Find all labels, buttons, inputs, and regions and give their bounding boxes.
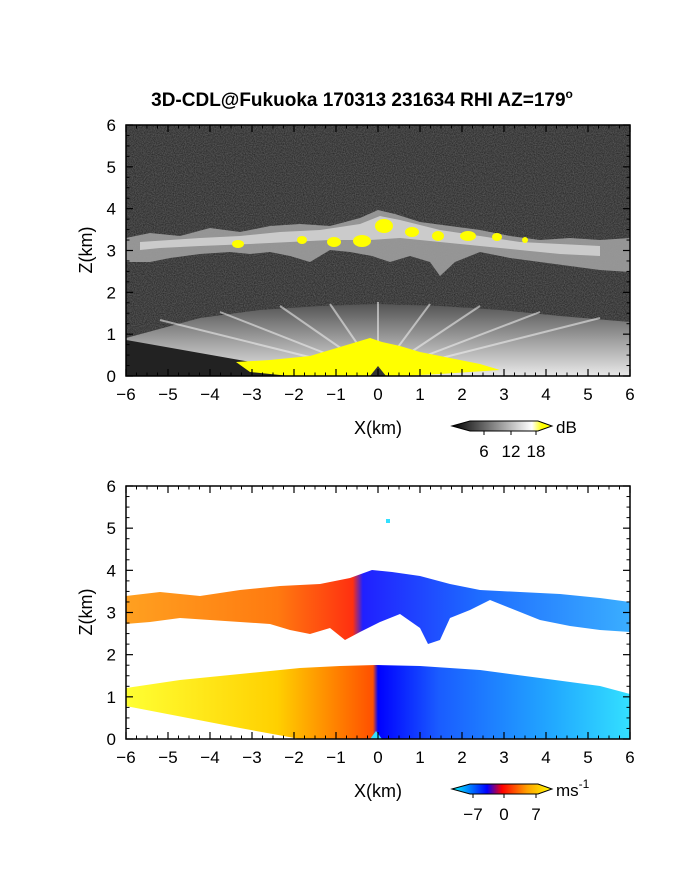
bottom-x-tick-label: −1 (326, 748, 345, 767)
bottom-x-axis-label: X(km) (354, 781, 402, 801)
top-x-tick-label: −4 (200, 385, 219, 404)
top-x-tick-label: 5 (583, 385, 592, 404)
bottom-colorbar-bar (450, 783, 554, 795)
bottom-x-tick-label: 4 (541, 748, 550, 767)
bottom-y-tick-label: 3 (107, 604, 116, 623)
top-x-tick-label: 6 (625, 385, 634, 404)
bottom-x-tick-label: 5 (583, 748, 592, 767)
top-y-tick-label: 3 (107, 242, 116, 261)
top-x-tick-label: 4 (541, 385, 550, 404)
top-x-tick-label: 1 (415, 385, 424, 404)
bottom-y-tick-label: 0 (107, 730, 116, 749)
top-x-tick-label: 2 (457, 385, 466, 404)
bottom-colorbar: −7 0 7 ms-1 (450, 777, 590, 824)
top-y-tick-label: 6 (107, 116, 116, 135)
bottom-x-tick-label: −6 (116, 748, 135, 767)
bottom-lower-layer (126, 665, 630, 739)
top-y-tick-label: 4 (107, 200, 116, 219)
top-colorbar-bar (450, 420, 554, 432)
top-colorbar-ticks: 6 12 18 (479, 431, 545, 461)
bottom-lidar-site (370, 731, 382, 739)
bottom-y-tick-label: 5 (107, 519, 116, 538)
bottom-colorbar-tick-label: 0 (499, 805, 508, 824)
bottom-colorbar-unit-superscript: -1 (579, 777, 590, 791)
top-y-tick-label: 1 (107, 325, 116, 344)
bottom-x-tick-label: −5 (158, 748, 177, 767)
top-x-tick-label: −6 (116, 385, 135, 404)
chart-title: 3D-CDL@Fukuoka 170313 231634 RHI AZ=179o (151, 87, 573, 111)
top-x-tick-label: −5 (158, 385, 177, 404)
top-y-tick-label: 2 (107, 283, 116, 302)
bottom-y-tick-label: 4 (107, 561, 116, 580)
top-upper-layer-bright (140, 216, 600, 256)
bottom-x-tick-label: 2 (457, 748, 466, 767)
top-x-tick-label: 3 (499, 385, 508, 404)
top-colorbar-tick-label: 6 (479, 442, 488, 461)
bottom-x-tick-label: 0 (373, 748, 382, 767)
bottom-colorbar-unit: ms-1 (556, 777, 590, 800)
bottom-y-tick-label: 1 (107, 688, 116, 707)
top-upper-yellow (232, 219, 528, 248)
bottom-axes: −6 −5 −4 −3 −2 −1 0 1 2 3 4 5 6 0 1 2 3 4 5 6 (107, 477, 635, 767)
top-colorbar: 6 12 18 dB (450, 418, 577, 461)
bottom-y-tick-label: 6 (107, 477, 116, 496)
top-colorbar-unit: dB (556, 418, 577, 437)
bottom-colorbar-unit-base: ms (556, 781, 579, 800)
top-x-tick-label: −2 (284, 385, 303, 404)
top-x-axis-label: X(km) (354, 418, 402, 438)
top-y-tick-label: 0 (107, 367, 116, 386)
bottom-stray-point (386, 519, 390, 523)
bottom-x-tick-label: −2 (284, 748, 303, 767)
top-colorbar-tick-label: 18 (527, 442, 546, 461)
bottom-x-tick-label: −3 (242, 748, 261, 767)
bottom-upper-layer (126, 570, 630, 644)
bottom-panel: −6 −5 −4 −3 −2 −1 0 1 2 3 4 5 6 0 1 2 3 4 5 6 X(km) Z(km) −… (76, 477, 635, 824)
top-colorbar-tick-label: 12 (502, 442, 521, 461)
top-lower-yellow (236, 338, 500, 376)
bottom-x-tick-label: 6 (625, 748, 634, 767)
bottom-y-tick-label: 2 (107, 646, 116, 665)
bottom-colorbar-tick-label: 7 (531, 805, 540, 824)
top-y-tick-label: 5 (107, 158, 116, 177)
chart-title-text: 3D-CDL@Fukuoka 170313 231634 RHI AZ=179 (151, 90, 565, 111)
top-x-tick-label: −1 (326, 385, 345, 404)
bottom-x-tick-label: 1 (415, 748, 424, 767)
bottom-lower-gap (126, 706, 300, 739)
bottom-colorbar-tick-label: −7 (463, 805, 482, 824)
top-y-axis-label: Z(km) (76, 227, 96, 274)
top-x-tick-label: −3 (242, 385, 261, 404)
bottom-x-tick-label: 3 (499, 748, 508, 767)
top-axes: −6 −5 −4 −3 −2 −1 0 1 2 3 4 5 6 0 1 2 3 4 5 6 (107, 116, 635, 404)
bottom-y-axis-label: Z(km) (76, 589, 96, 636)
top-upper-layer (126, 210, 630, 276)
title-superscript: o (566, 87, 573, 101)
bottom-x-tick-label: −4 (200, 748, 219, 767)
top-x-tick-label: 0 (373, 385, 382, 404)
bottom-colorbar-ticks: −7 0 7 (463, 794, 541, 824)
